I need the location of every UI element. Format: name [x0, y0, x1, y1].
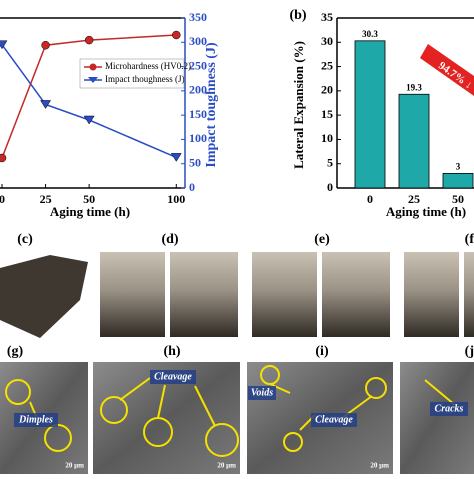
- y-tick-label: 10: [321, 131, 333, 145]
- scale-bar: 20 µm: [217, 462, 236, 470]
- x-tick-label: 25: [40, 192, 52, 206]
- x-tick-label: 25: [408, 192, 420, 206]
- series-line: [1, 44, 177, 159]
- panel-label: (d): [161, 232, 178, 247]
- panel-label: (h): [163, 344, 180, 359]
- series-line: [1, 34, 177, 159]
- y2-tick-label: 250: [189, 58, 207, 72]
- marker: [170, 153, 182, 162]
- legend-label: Microhardness (HV0.2): [105, 61, 191, 71]
- photo-f1: [404, 252, 459, 337]
- annotation: Cleavage: [154, 371, 192, 382]
- y2-tick-label: 350: [189, 10, 207, 24]
- y-tick-label: 25: [321, 58, 333, 72]
- x-tick-label: 0: [367, 192, 373, 206]
- y2-tick-label: 50: [189, 155, 201, 169]
- sem-images: [0, 362, 474, 474]
- y-tick-label: 35: [321, 10, 333, 24]
- bar: [354, 40, 386, 189]
- y-tick-label: 5: [327, 155, 333, 169]
- photo-d2: [170, 252, 238, 337]
- legend-marker: [89, 63, 97, 71]
- scale-bar: 20 µm: [370, 462, 389, 470]
- x-axis-label: Aging time (h): [50, 204, 130, 219]
- y2-tick-label: 300: [189, 34, 207, 48]
- x-tick-label: 100: [167, 192, 185, 206]
- y-tick-label: 15: [321, 107, 333, 121]
- panel-label: (f: [465, 232, 474, 247]
- legend: [79, 58, 185, 89]
- value-label: 30.3: [362, 29, 378, 39]
- marker: [41, 40, 50, 50]
- marker: [83, 115, 95, 125]
- annotation: Voids: [251, 387, 273, 398]
- y-tick-label: 0: [327, 180, 333, 194]
- photo-e1: [252, 252, 317, 337]
- legend-label: Impact thoughness (J): [105, 74, 184, 84]
- photo-c: [0, 255, 88, 338]
- y-tick-label: 30: [321, 34, 333, 48]
- marker: [172, 30, 181, 40]
- y2-axis-label: Impact toughness (J): [204, 42, 219, 168]
- marker: [40, 100, 52, 109]
- photo-d1: [100, 252, 165, 337]
- panel-label: (i): [315, 344, 329, 359]
- reduction-arrow: [420, 44, 474, 96]
- panel-label: (g): [7, 344, 24, 359]
- photo-f2: [464, 252, 474, 337]
- y2-tick-label: 100: [189, 131, 207, 145]
- marker: [0, 153, 7, 163]
- value-label: 19.3: [406, 82, 422, 92]
- x-tick-label: 50: [83, 192, 95, 206]
- y-tick-label: 20: [321, 83, 333, 97]
- y2-tick-label: 150: [189, 107, 207, 121]
- scale-bar: 20 µm: [65, 462, 84, 470]
- photos: [0, 250, 474, 338]
- marker: [84, 35, 94, 45]
- annotation: Dimples: [18, 414, 53, 425]
- marker: [0, 40, 8, 50]
- y2-tick-label: 200: [189, 83, 207, 97]
- panel-label: (b): [289, 8, 306, 23]
- value-label: 3: [456, 161, 461, 171]
- annotation: Cleavage: [315, 414, 353, 425]
- x-tick-label: 0: [0, 192, 5, 206]
- x-axis-label: Aging time (h): [386, 204, 466, 219]
- photo-e2: [322, 252, 390, 337]
- panel-label: (e): [314, 232, 330, 247]
- panel-label: (c): [17, 232, 33, 247]
- annotation: Cracks: [435, 403, 464, 414]
- y-axis-label: Lateral Expansion (%): [291, 41, 306, 169]
- bar: [398, 93, 430, 189]
- y2-tick-label: 0: [189, 180, 195, 194]
- legend-marker: [88, 77, 98, 83]
- x-tick-label: 50: [452, 192, 464, 206]
- bar: [442, 173, 474, 189]
- panel-label: (j: [465, 344, 474, 359]
